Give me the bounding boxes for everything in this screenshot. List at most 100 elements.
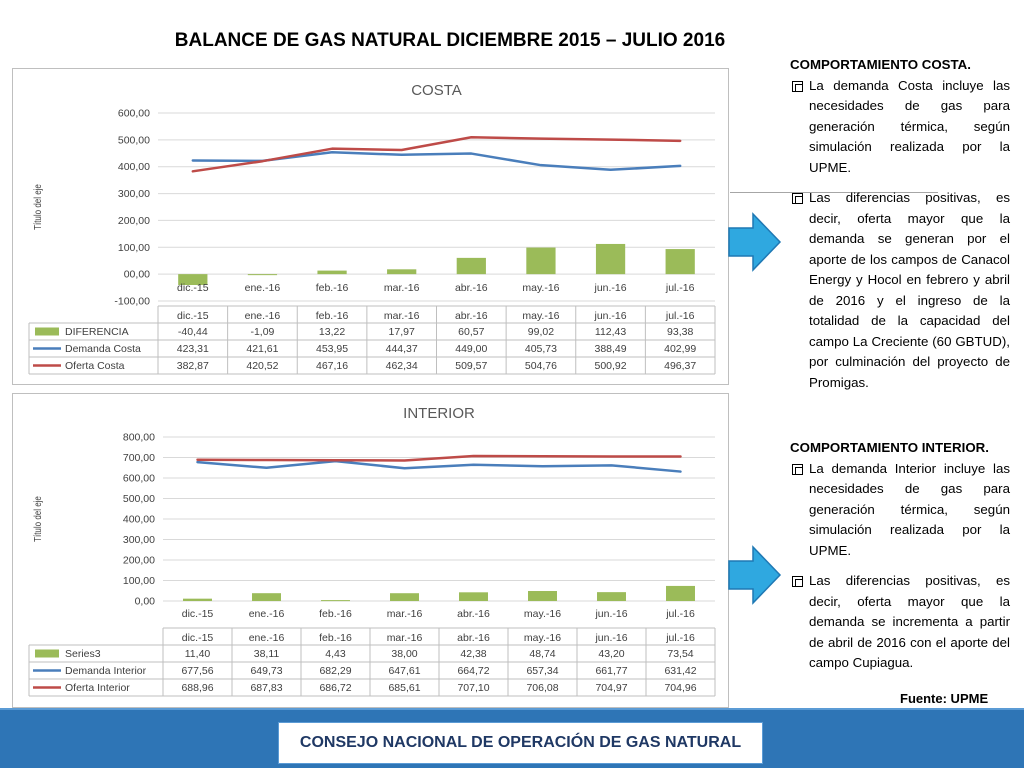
table-cell: 405,73: [525, 343, 557, 355]
bar: [526, 247, 556, 275]
y-tick-label: 200,00: [118, 215, 150, 227]
table-cell: 60,57: [458, 326, 484, 338]
y-tick-label: 0,00: [135, 596, 156, 608]
costa-bullet-2-text: Las diferencias positivas, es decir, ofe…: [809, 190, 1010, 390]
table-cell: -40,44: [178, 326, 208, 338]
arrow-right-icon: [728, 212, 782, 272]
x-tick-label: feb.-16: [316, 282, 349, 294]
x-tick-label: mar.-16: [387, 608, 423, 620]
footer-title: CONSEJO NACIONAL DE OPERACIÓN DE GAS NAT…: [299, 734, 742, 751]
y-tick-label: 300,00: [123, 534, 155, 546]
x-tick-label: dic.-15: [177, 282, 209, 294]
table-cell: 112,43: [595, 326, 626, 338]
y-tick-label: 400,00: [118, 161, 150, 173]
table-cell: 462,34: [386, 360, 418, 372]
table-header-cell: dic.-15: [182, 632, 214, 644]
chart-interior: INTERIOR Título del eje 800,00 700,00 600,00…: [12, 393, 729, 708]
table-cell: 93,38: [667, 326, 693, 338]
bar: [528, 591, 557, 601]
table-cell: 423,31: [177, 343, 209, 355]
table-header-cell: dic.-15: [177, 310, 209, 322]
y-tick-label: 700,00: [123, 452, 155, 464]
bar: [597, 592, 626, 601]
y-tick-label: 100,00: [123, 575, 155, 587]
interior-bullet-1-text: La demanda Interior incluye las necesida…: [809, 460, 1010, 558]
table-cell: 685,61: [388, 682, 420, 694]
table-cell: 686,72: [319, 682, 351, 694]
table-cell: 48,74: [529, 648, 555, 660]
table-cell: 500,92: [595, 360, 627, 372]
table-cell: 42,38: [460, 648, 486, 660]
bar: [387, 269, 417, 275]
legend-label: Demanda Interior: [65, 665, 147, 677]
bar: [178, 274, 208, 286]
table-cell: 453,95: [316, 343, 348, 355]
checkbox-bullet-icon: [792, 576, 803, 587]
bar: [183, 598, 212, 601]
legend-swatch: [35, 327, 59, 336]
footer-accent-line: [0, 708, 1024, 711]
interior-heading: COMPORTAMIENTO INTERIOR.: [790, 440, 989, 455]
table-header-cell: mar.-16: [387, 632, 423, 644]
table-cell: 704,97: [595, 682, 627, 694]
table-cell: 704,96: [664, 682, 696, 694]
table-header-cell: abr.-16: [455, 310, 488, 322]
table-header-cell: jun.-16: [594, 632, 627, 644]
x-tick-label: dic.-15: [182, 608, 214, 620]
x-tick-label: feb.-16: [319, 608, 352, 620]
x-tick-label: abr.-16: [455, 282, 488, 294]
bar: [247, 274, 278, 276]
table-cell: 99,02: [528, 326, 554, 338]
y-axis-label: Título del eje: [32, 184, 43, 230]
table-header-cell: jul.-16: [665, 632, 695, 644]
bar: [666, 585, 695, 601]
table-cell: 449,00: [455, 343, 487, 355]
table-cell: 11,40: [185, 648, 211, 660]
table-cell: 687,83: [250, 682, 282, 694]
series-line: [196, 454, 682, 462]
table-cell: 4,43: [325, 648, 346, 660]
table-cell: 17,97: [389, 326, 415, 338]
series-line: [196, 459, 682, 473]
divider: [730, 192, 938, 193]
interior-bullet-2: Las diferencias positivas, es decir, ofe…: [790, 571, 1010, 674]
legend-label: Series3: [65, 648, 101, 660]
chart-interior-svg: INTERIOR Título del eje 800,00 700,00 600,00…: [28, 405, 716, 697]
table-cell: 467,16: [316, 360, 348, 372]
table-header-cell: ene.-16: [249, 632, 285, 644]
table-cell: 509,57: [455, 360, 487, 372]
y-tick-label: -100,00: [114, 296, 150, 308]
table-header-cell: jun.-16: [594, 310, 627, 322]
interior-bullet-1: La demanda Interior incluye las necesida…: [790, 459, 1010, 562]
x-tick-label: mar.-16: [384, 282, 420, 294]
legend-swatch: [35, 649, 59, 658]
bar: [321, 600, 350, 602]
table-header-cell: feb.-16: [319, 632, 352, 644]
table-header-cell: abr.-16: [457, 632, 490, 644]
table-cell: 38,11: [254, 648, 280, 660]
y-axis-label: Título del eje: [32, 496, 43, 542]
y-tick-label: 100,00: [118, 242, 150, 254]
bar: [390, 593, 419, 601]
y-tick-label: 200,00: [123, 555, 155, 567]
chart-costa-svg: COSTA Título del eje 600,00 500,00 400,00 300…: [28, 82, 716, 375]
y-tick-label: 400,00: [123, 514, 155, 526]
checkbox-bullet-icon: [792, 193, 803, 204]
costa-heading: COMPORTAMIENTO COSTA.: [790, 57, 971, 72]
x-tick-label: may.-16: [524, 608, 561, 620]
table-cell: 382,87: [177, 360, 209, 372]
table-cell: 421,61: [246, 343, 278, 355]
table-cell: 647,61: [388, 665, 420, 677]
legend-label: Demanda Costa: [65, 343, 141, 355]
table-cell: -1,09: [250, 326, 274, 338]
bar: [456, 257, 486, 275]
legend-label: Oferta Costa: [65, 360, 125, 372]
y-tick-label: 00,00: [124, 269, 150, 281]
table-cell: 688,96: [181, 682, 213, 694]
costa-commentary: COMPORTAMIENTO COSTA. La demanda Costa i…: [790, 55, 1010, 393]
table-cell: 420,52: [246, 360, 278, 372]
y-tick-label: 300,00: [118, 188, 150, 200]
x-tick-label: ene.-16: [245, 282, 281, 294]
table-cell: 664,72: [457, 665, 489, 677]
interior-commentary: COMPORTAMIENTO INTERIOR. La demanda Inte…: [790, 438, 1010, 674]
